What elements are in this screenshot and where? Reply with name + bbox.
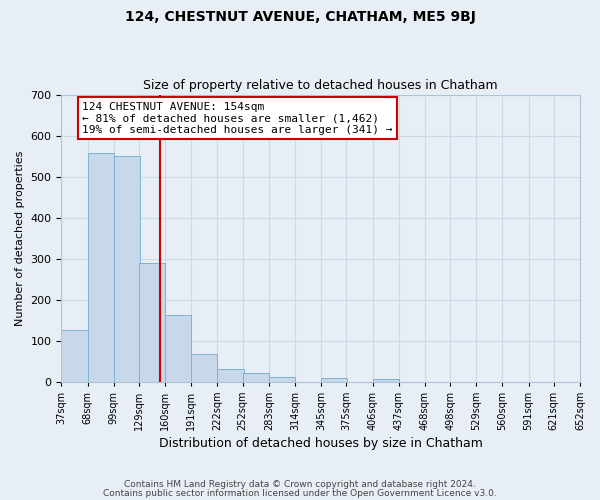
Bar: [191, 354, 217, 382]
Bar: [217, 369, 244, 382]
Text: 124, CHESTNUT AVENUE, CHATHAM, ME5 9BJ: 124, CHESTNUT AVENUE, CHATHAM, ME5 9BJ: [125, 10, 475, 24]
Bar: [165, 314, 191, 382]
Bar: [88, 153, 113, 382]
Title: Size of property relative to detached houses in Chatham: Size of property relative to detached ho…: [143, 79, 498, 92]
X-axis label: Distribution of detached houses by size in Chatham: Distribution of detached houses by size …: [159, 437, 482, 450]
Bar: [321, 378, 347, 382]
Text: 124 CHESTNUT AVENUE: 154sqm
← 81% of detached houses are smaller (1,462)
19% of : 124 CHESTNUT AVENUE: 154sqm ← 81% of det…: [82, 102, 392, 135]
Y-axis label: Number of detached properties: Number of detached properties: [15, 150, 25, 326]
Bar: [61, 330, 88, 382]
Bar: [269, 378, 295, 382]
Bar: [243, 374, 269, 382]
Bar: [373, 380, 399, 382]
Text: Contains HM Land Registry data © Crown copyright and database right 2024.: Contains HM Land Registry data © Crown c…: [124, 480, 476, 489]
Bar: [113, 156, 140, 382]
Bar: [139, 264, 165, 382]
Text: Contains public sector information licensed under the Open Government Licence v3: Contains public sector information licen…: [103, 490, 497, 498]
